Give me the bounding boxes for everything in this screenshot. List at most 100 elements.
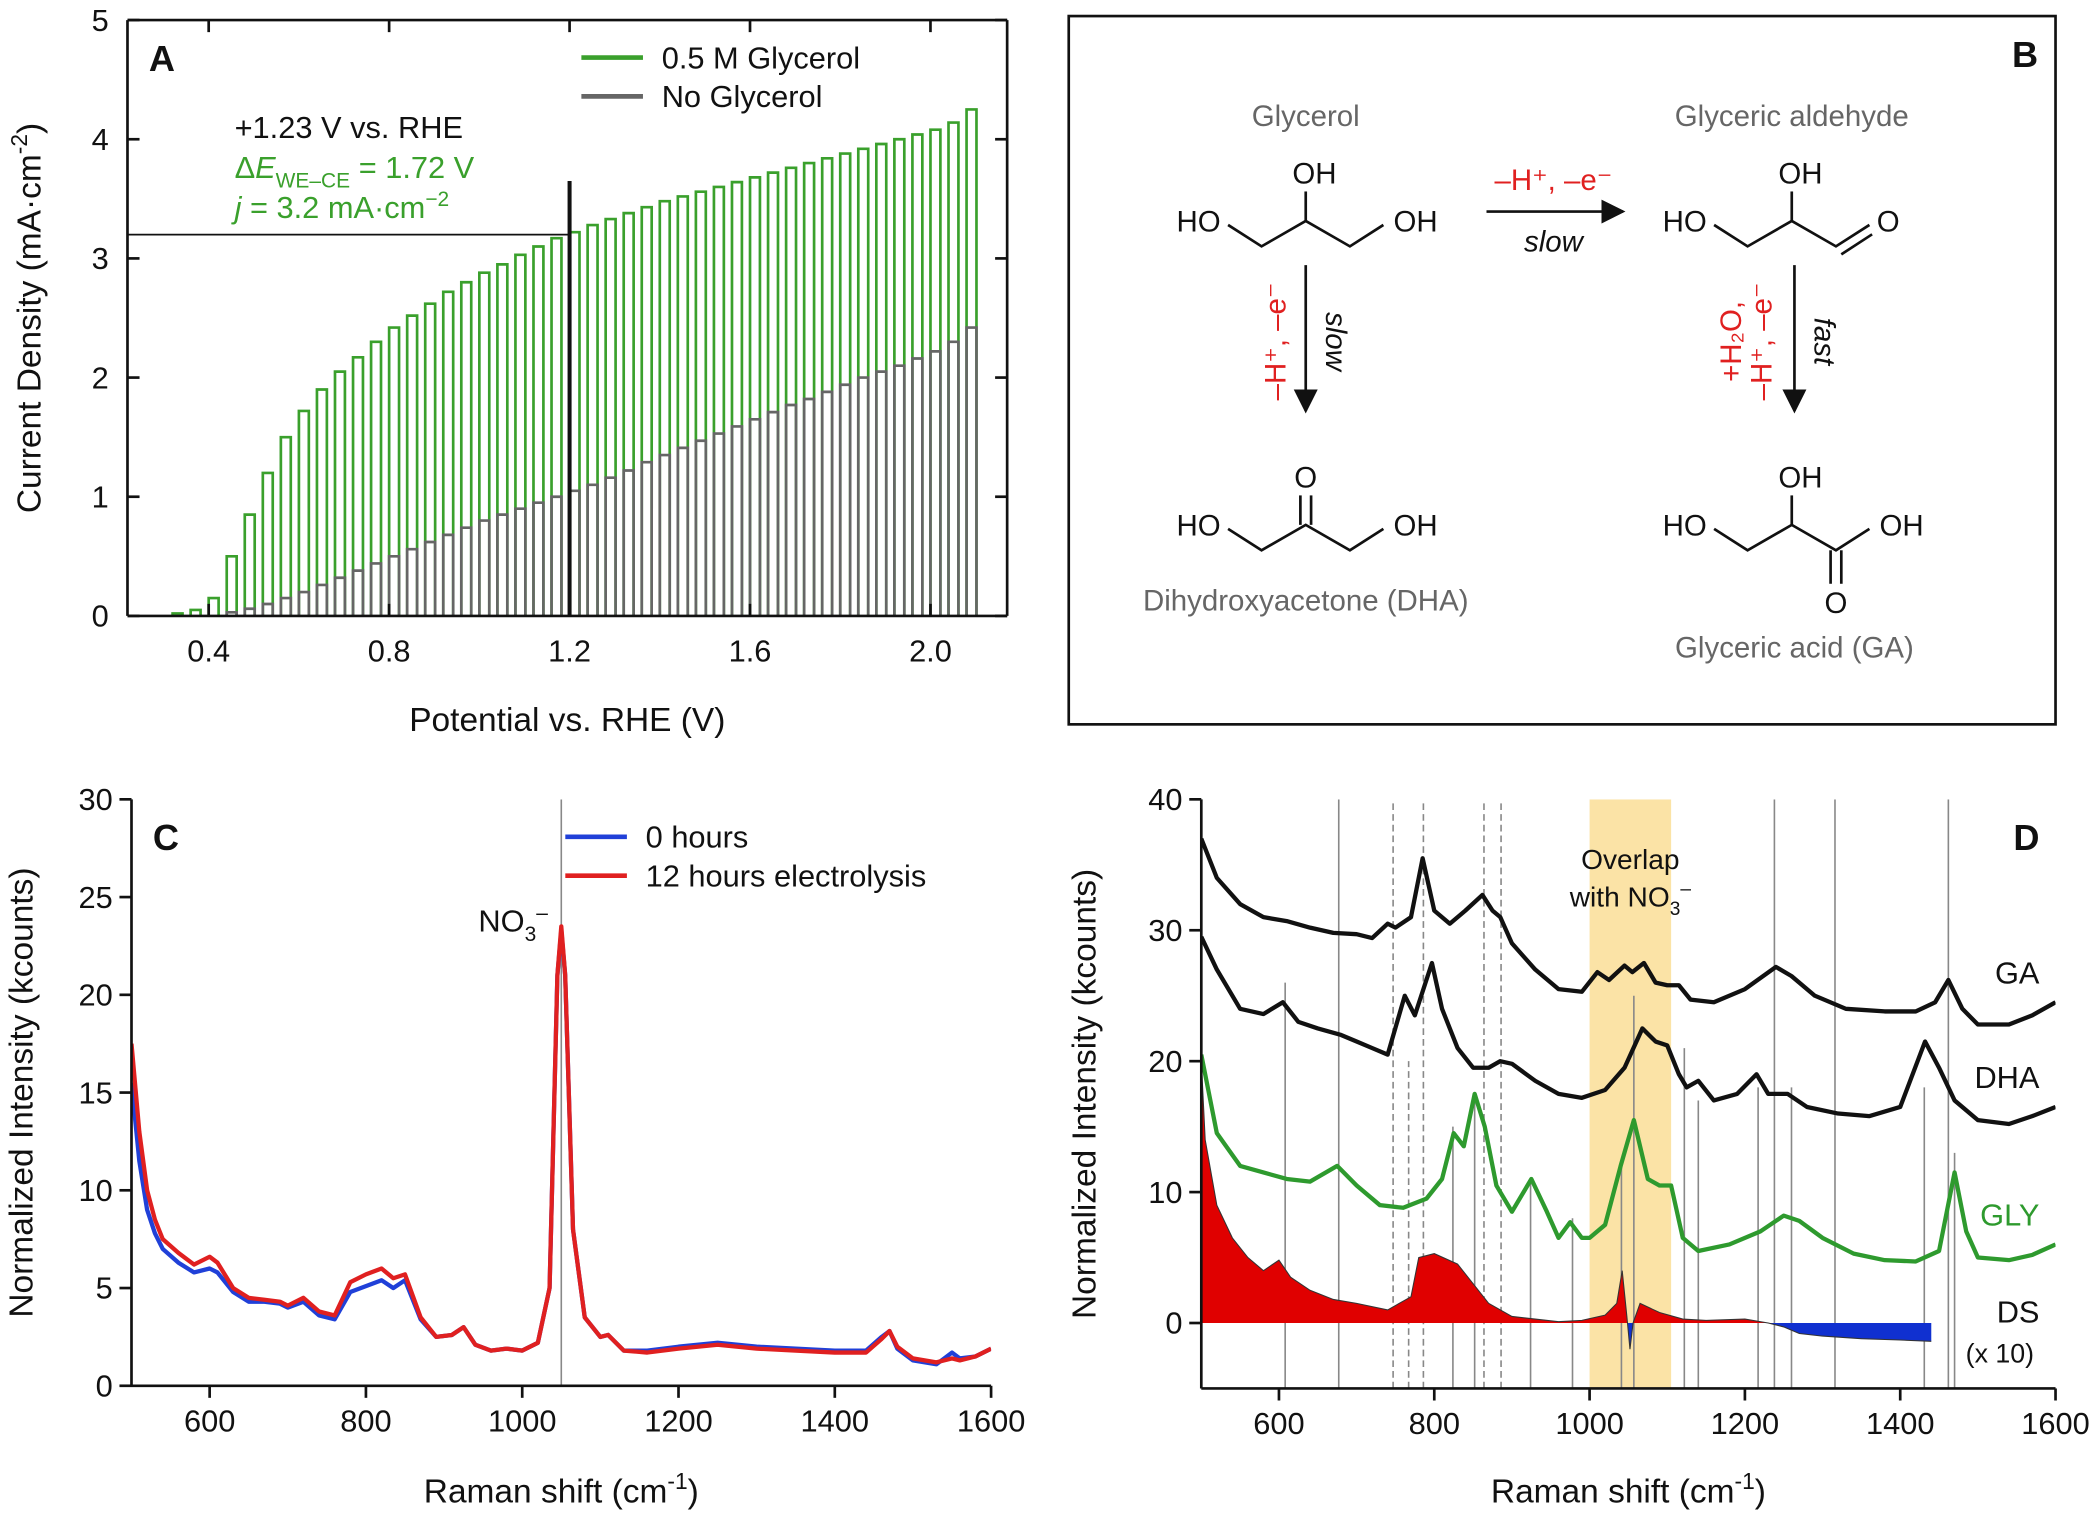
atom-label: HO bbox=[1177, 206, 1221, 239]
y-tick-label: 30 bbox=[1148, 913, 1182, 948]
x-tick-label: 600 bbox=[1253, 1406, 1304, 1441]
pulse bbox=[586, 483, 599, 616]
atom-label: O bbox=[1824, 587, 1847, 620]
area-edge bbox=[1201, 1061, 1932, 1350]
pulse bbox=[604, 217, 617, 616]
x-tick-label: 0.4 bbox=[187, 633, 230, 668]
pulse bbox=[784, 403, 798, 616]
pulse bbox=[748, 417, 762, 616]
pulse bbox=[929, 350, 942, 616]
pulse bbox=[730, 425, 744, 616]
text-part: −2 bbox=[425, 188, 449, 211]
pulse bbox=[441, 533, 455, 616]
x-tick-label: 1000 bbox=[488, 1403, 556, 1438]
text-part: +1.23 V vs. RHE bbox=[235, 110, 463, 145]
pulse bbox=[297, 409, 311, 616]
text-part: NO bbox=[478, 904, 524, 939]
pulse bbox=[658, 453, 672, 616]
legend-label: 0 hours bbox=[646, 820, 749, 855]
pulse bbox=[243, 513, 257, 616]
series-label: GLY bbox=[1980, 1198, 2039, 1233]
pulse bbox=[730, 180, 744, 616]
pulse bbox=[838, 383, 852, 616]
highlight-label: with NO3– bbox=[1569, 879, 1692, 920]
rate: fast bbox=[1808, 318, 1841, 367]
pulse bbox=[766, 410, 780, 616]
pulse bbox=[532, 245, 545, 616]
text-part: -1 bbox=[667, 1468, 687, 1494]
y-tick-label: 1 bbox=[92, 479, 109, 514]
pulse bbox=[315, 583, 329, 616]
pulse bbox=[640, 460, 654, 616]
pulse bbox=[279, 435, 293, 616]
pulse bbox=[676, 195, 690, 616]
text-part: j bbox=[231, 190, 243, 225]
text-part: WE–CE bbox=[276, 169, 350, 192]
text-part: ) bbox=[1755, 1473, 1766, 1510]
y-tick-label: 40 bbox=[1148, 782, 1182, 817]
x-tick-label: 800 bbox=[1409, 1406, 1460, 1441]
pulse bbox=[405, 314, 419, 616]
pulse bbox=[622, 469, 635, 616]
pulse bbox=[441, 290, 455, 616]
y-tick-label: 20 bbox=[79, 978, 113, 1013]
y-tick-label: 0 bbox=[1165, 1306, 1182, 1341]
annotation: ΔEWE–CE = 1.72 V bbox=[235, 150, 475, 192]
rate: slow bbox=[1524, 226, 1585, 259]
molecule-name: Dihydroxyacetone (DHA) bbox=[1143, 585, 1469, 618]
atom-label: OH bbox=[1393, 206, 1437, 239]
text-part: Overlap bbox=[1581, 844, 1679, 875]
pulse bbox=[423, 540, 437, 616]
pulse bbox=[478, 271, 491, 616]
pulse bbox=[802, 397, 816, 616]
pulse bbox=[911, 357, 924, 616]
x-tick-label: 1600 bbox=[957, 1403, 1025, 1438]
highlight-band bbox=[1589, 799, 1672, 1389]
x-tick-label: 1400 bbox=[1866, 1406, 1934, 1441]
y-tick-label: 3 bbox=[92, 241, 109, 276]
series-label: DHA bbox=[1974, 1060, 2039, 1095]
atom-label: OH bbox=[1778, 157, 1822, 190]
y-tick-label: 30 bbox=[79, 782, 113, 817]
pulse bbox=[351, 355, 365, 616]
y-tick-label: 5 bbox=[92, 3, 109, 38]
plot-area bbox=[171, 108, 978, 616]
x-axis-label: Potential vs. RHE (V) bbox=[409, 702, 725, 739]
pulse bbox=[604, 476, 617, 616]
reagents: +H₂O, bbox=[1715, 301, 1748, 382]
line bbox=[1201, 837, 2056, 1027]
atom-label: HO bbox=[1663, 510, 1707, 543]
pulse bbox=[351, 569, 365, 616]
x-tick-label: 1400 bbox=[801, 1403, 869, 1438]
x-tick-label: 1.6 bbox=[729, 633, 772, 668]
x-axis-label: Raman shift (cm-1) bbox=[424, 1468, 699, 1510]
annotation: +1.23 V vs. RHE bbox=[235, 110, 463, 145]
pulse bbox=[315, 388, 329, 616]
pulse bbox=[947, 340, 960, 616]
line bbox=[1201, 1054, 2056, 1264]
pulse bbox=[784, 166, 798, 616]
series-label: DS bbox=[1997, 1295, 2040, 1330]
bonds bbox=[1713, 495, 1871, 584]
text-part: 3 bbox=[525, 923, 537, 946]
plot-area bbox=[1201, 799, 2056, 1389]
series-label: GA bbox=[1995, 956, 2040, 991]
pulse bbox=[802, 161, 816, 616]
pulse bbox=[658, 199, 672, 616]
pulse bbox=[261, 471, 275, 616]
panel-label: C bbox=[153, 817, 179, 858]
text-part: Potential vs. RHE (V) bbox=[409, 702, 725, 739]
atom-label: OH bbox=[1778, 461, 1822, 494]
y-tick-label: 0 bbox=[92, 599, 109, 634]
pulse bbox=[965, 326, 978, 616]
text-part: = 3.2 mA·cm bbox=[241, 190, 425, 225]
pulse bbox=[514, 507, 527, 616]
pulse bbox=[189, 608, 202, 616]
pulse bbox=[243, 607, 257, 616]
text-part: Current Density (mA·cm bbox=[11, 154, 48, 513]
plot-area bbox=[131, 799, 992, 1386]
x-tick-label: 1600 bbox=[2021, 1406, 2089, 1441]
